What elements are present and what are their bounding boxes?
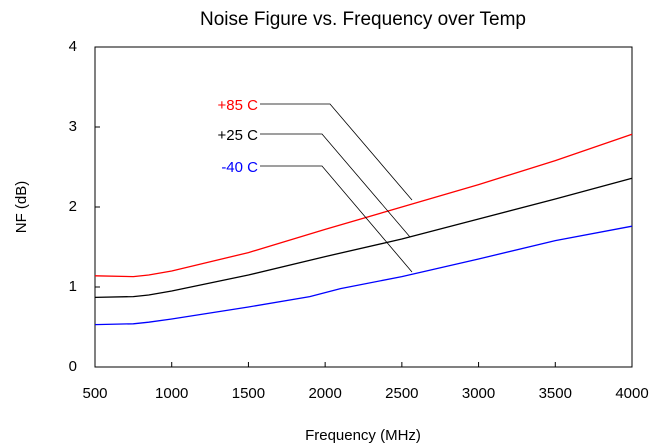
series-label: -40 C	[221, 159, 258, 176]
x-tick-label: 2000	[308, 385, 341, 402]
leader-line	[260, 165, 413, 273]
x-tick-label: 3000	[462, 385, 495, 402]
series-label: +25 C	[218, 127, 259, 144]
y-axis-label: NF (dB)	[13, 181, 30, 234]
x-tick-label: 1000	[155, 385, 188, 402]
series-line	[94, 133, 633, 278]
x-tick-label: 4000	[615, 385, 648, 402]
y-tick-label: 4	[69, 38, 77, 55]
series-label: +85 C	[218, 97, 259, 114]
leader-line	[260, 103, 413, 201]
x-tick-label: 3500	[539, 385, 572, 402]
y-tick-label: 0	[69, 358, 77, 375]
series-line	[94, 225, 633, 326]
series-line	[94, 177, 633, 299]
x-axis-label: Frequency (MHz)	[305, 427, 421, 444]
chart-title: Noise Figure vs. Frequency over Temp	[200, 9, 526, 30]
x-tick-label: 2500	[385, 385, 418, 402]
x-tick-label: 1500	[232, 385, 265, 402]
y-tick-label: 3	[69, 118, 77, 135]
y-tick-label: 2	[69, 198, 77, 215]
y-tick-label: 1	[69, 278, 77, 295]
leader-line	[260, 133, 411, 238]
x-tick-label: 500	[82, 385, 107, 402]
